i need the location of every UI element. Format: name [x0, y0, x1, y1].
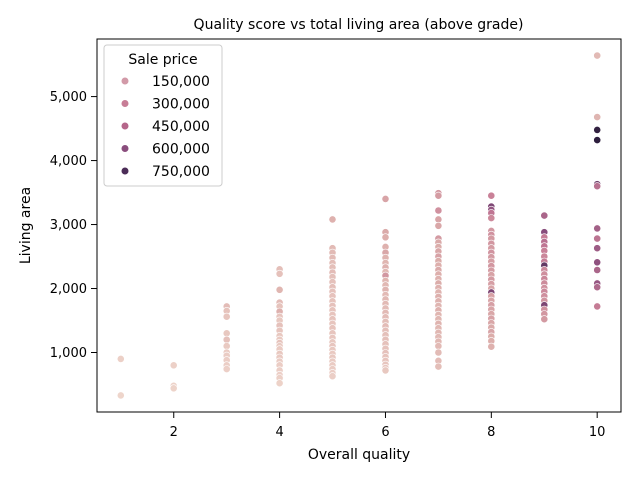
legend-marker: [120, 99, 130, 108]
data-point: [593, 182, 602, 191]
data-point: [328, 372, 337, 381]
x-tick-label: 6: [381, 425, 389, 440]
legend-marker: [120, 121, 130, 131]
y-tick-label: 5,000: [50, 90, 87, 105]
data-point: [381, 233, 390, 242]
data-point: [593, 136, 602, 144]
data-point: [487, 214, 496, 222]
data-point: [593, 283, 602, 292]
x-tick-label: 10: [589, 425, 606, 440]
data-point: [434, 362, 443, 371]
y-tick-label: 4,000: [50, 154, 87, 169]
plot-frame: [96, 38, 622, 413]
data-point: [275, 269, 284, 278]
data-point: [434, 348, 443, 357]
x-axis: 2 4 6 8 10: [170, 412, 606, 440]
data-point: [487, 342, 496, 351]
data-point: [434, 221, 443, 230]
data-point: [116, 354, 125, 363]
data-point: [222, 365, 231, 373]
data-point: [169, 361, 178, 370]
data-point: [593, 244, 602, 253]
data-point: [540, 211, 549, 220]
data-point: [593, 125, 602, 134]
data-point: [593, 258, 602, 267]
data-point: [275, 379, 284, 388]
data-point: [540, 315, 549, 324]
x-tick-label: 4: [275, 425, 283, 440]
data-point: [381, 366, 390, 375]
legend-title: Sale price: [128, 52, 197, 68]
y-tick-label: 3,000: [50, 218, 87, 233]
data-point: [593, 51, 602, 60]
data-point: [593, 224, 602, 233]
y-tick-label: 2,000: [50, 282, 87, 297]
data-point: [434, 191, 443, 200]
x-tick-label: 2: [170, 425, 178, 440]
data-point: [593, 302, 602, 311]
legend-label: 750,000: [152, 164, 210, 180]
legend-marker: [120, 166, 130, 176]
y-axis: 1,000 2,000 3,000 4,000 5,000: [50, 90, 97, 361]
x-tick-label: 8: [487, 425, 495, 440]
legend-label: 450,000: [152, 119, 210, 135]
legend-box: [103, 44, 223, 187]
data-point: [222, 312, 231, 321]
data-point: [593, 234, 602, 243]
y-axis-label: Living area: [18, 187, 34, 264]
data-point: [593, 113, 602, 121]
points-layer: [116, 51, 602, 400]
legend-label: 150,000: [152, 74, 210, 90]
data-point: [169, 384, 178, 393]
x-axis-label: Overall quality: [308, 447, 410, 463]
legend: Sale price 150,000 300,000 450,000 600,000 7…: [103, 44, 223, 187]
data-point: [116, 391, 125, 400]
legend-marker: [120, 76, 130, 86]
data-point: [487, 191, 496, 200]
legend-label: 300,000: [152, 97, 210, 113]
chart-title: Quality score vs total living area (abov…: [194, 17, 524, 33]
data-point: [328, 215, 337, 224]
data-point: [275, 285, 284, 294]
data-point: [434, 206, 443, 215]
y-tick-label: 1,000: [50, 346, 87, 361]
data-point: [381, 194, 390, 203]
data-point: [593, 266, 602, 274]
legend-marker: [120, 144, 130, 153]
legend-label: 600,000: [152, 142, 210, 158]
